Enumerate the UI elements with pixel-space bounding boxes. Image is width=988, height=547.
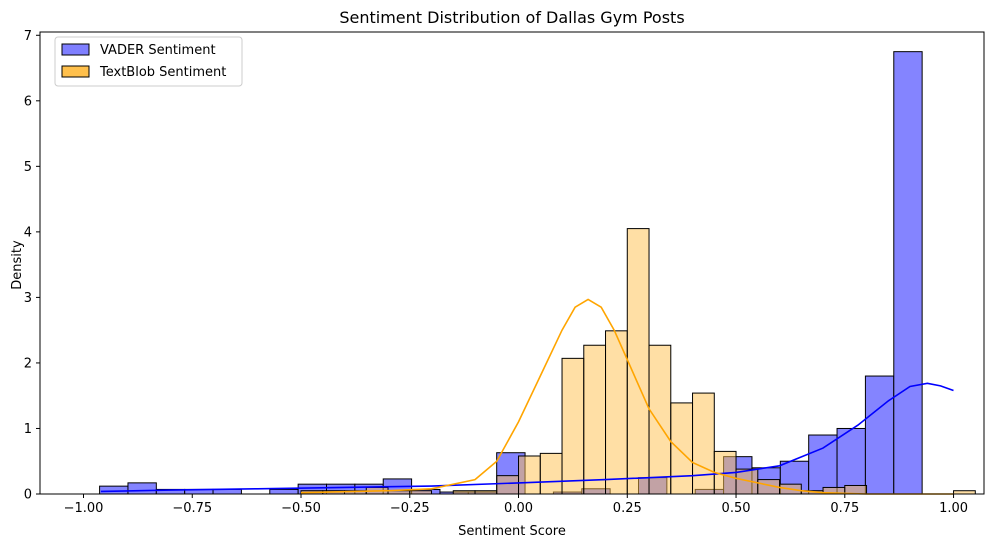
x-tick-label: −0.25 bbox=[390, 501, 430, 516]
legend-frame bbox=[54, 36, 243, 87]
x-tick-label: 1.00 bbox=[939, 501, 968, 516]
x-tick-label: −0.75 bbox=[172, 501, 212, 516]
x-tick-label: 0.00 bbox=[504, 501, 533, 516]
histogram-bar-textblob bbox=[605, 330, 628, 495]
histogram-bar-vader bbox=[836, 427, 866, 495]
y-axis-label: Density bbox=[10, 240, 25, 290]
y-tick-label: 6 bbox=[24, 94, 32, 109]
histogram-bar-vader bbox=[808, 434, 838, 495]
legend-swatch-vader bbox=[61, 43, 90, 56]
plot-area: −1.00 −0.75 −0.50 −0.25 0.00 0.25 0.50 0.75 1.00… bbox=[24, 29, 985, 516]
y-tick-label: 4 bbox=[24, 225, 32, 240]
histogram-bar-textblob bbox=[539, 452, 563, 495]
histogram-bar-textblob bbox=[496, 475, 520, 495]
y-tick-label: 1 bbox=[24, 422, 32, 437]
x-tick-label: 0.75 bbox=[830, 501, 859, 516]
histogram-bar-textblob bbox=[648, 344, 672, 495]
y-tick-label: 7 bbox=[24, 29, 32, 44]
x-axis-label: Sentiment Score bbox=[458, 524, 566, 539]
histogram-bar-textblob bbox=[561, 357, 585, 495]
legend-label-textblob: TextBlob Sentiment bbox=[99, 65, 226, 80]
histogram-bar-textblob bbox=[518, 455, 541, 495]
legend: VADER Sentiment TextBlob Sentiment bbox=[54, 36, 243, 87]
x-tick-label: 0.25 bbox=[613, 501, 642, 516]
histogram-bar-textblob bbox=[692, 392, 715, 495]
x-tick-label: −1.00 bbox=[64, 501, 104, 516]
kde-line-textblob bbox=[300, 298, 954, 495]
histogram-bar-vader bbox=[127, 482, 157, 495]
y-tick-label: 0 bbox=[24, 488, 32, 503]
histogram-bar-textblob bbox=[583, 344, 607, 495]
y-tick-label: 3 bbox=[24, 291, 32, 306]
chart-title: Sentiment Distribution of Dallas Gym Pos… bbox=[339, 8, 684, 27]
legend-label-vader: VADER Sentiment bbox=[100, 43, 216, 58]
histogram-bar-vader bbox=[269, 488, 299, 495]
y-tick-label: 5 bbox=[24, 160, 32, 175]
histogram-bar-textblob bbox=[626, 228, 650, 495]
histogram-bar-vader bbox=[893, 51, 923, 495]
histogram-bar-vader bbox=[864, 375, 895, 495]
histogram-bar-vader bbox=[99, 485, 129, 495]
x-tick-label: −0.50 bbox=[281, 501, 321, 516]
axes-frame bbox=[39, 31, 985, 495]
x-tick-label: 0.50 bbox=[722, 501, 751, 516]
kde-line-vader bbox=[100, 382, 954, 493]
legend-swatch-textblob bbox=[61, 65, 90, 78]
histogram-bar-textblob bbox=[670, 402, 694, 495]
y-tick-label: 2 bbox=[24, 356, 32, 371]
